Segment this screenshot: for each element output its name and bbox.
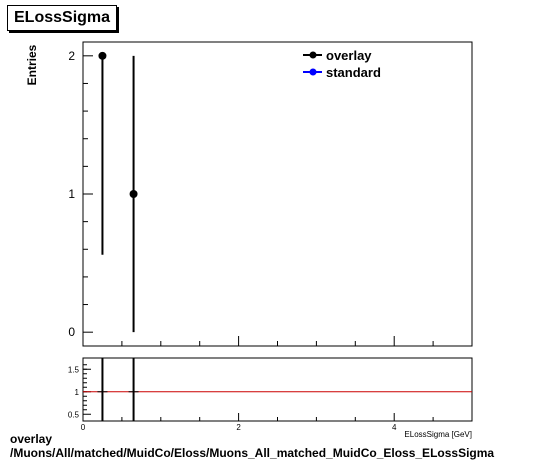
legend-label: overlay xyxy=(326,48,372,63)
ratio-frame xyxy=(82,357,473,422)
ratio-plot: 0.5 1 1.5 0 2 4 ELossSigma [GeV] xyxy=(68,357,473,439)
chart-title: ELossSigma xyxy=(7,5,118,31)
y-tick-label: 0 xyxy=(68,325,75,339)
ratio-x-tick-label: 0 xyxy=(81,423,86,432)
data-point xyxy=(98,51,107,60)
main-plot: 0 1 2 Entries overlay standard xyxy=(25,41,473,347)
ratio-x-tick-label: 4 xyxy=(392,423,397,432)
y-axis-label: Entries xyxy=(25,44,39,85)
data-point xyxy=(129,190,138,198)
ratio-y-tick-label: 1 xyxy=(75,388,80,397)
footer-line-2: /Muons/All/matched/MuidCo/Eloss/Muons_Al… xyxy=(10,446,495,460)
ratio-y-tick-label: 0.5 xyxy=(68,410,80,419)
legend-marker xyxy=(309,51,317,59)
legend-marker xyxy=(309,68,317,76)
main-frame xyxy=(82,41,473,347)
x-axis-label: ELossSigma [GeV] xyxy=(404,430,472,439)
y-tick-label: 1 xyxy=(68,187,75,201)
footer-line-1: overlay xyxy=(10,432,53,446)
ratio-x-tick-label: 2 xyxy=(236,423,241,432)
legend-label: standard xyxy=(326,65,381,80)
y-tick-label: 2 xyxy=(68,49,75,63)
ratio-y-tick-label: 1.5 xyxy=(68,365,80,374)
